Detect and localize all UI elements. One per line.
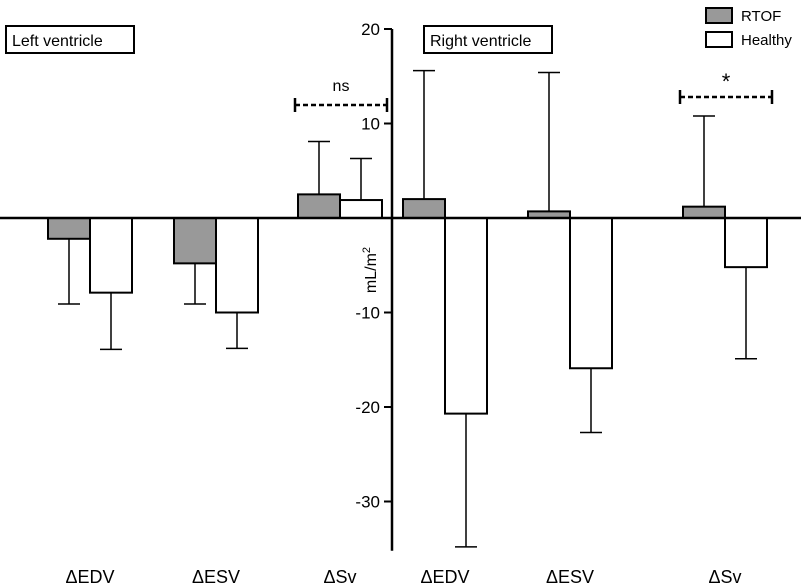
panel-label-right-text: Right ventricle <box>430 33 531 50</box>
y-tick-label-10: 10 <box>361 115 380 134</box>
bar-rtof-1 <box>173 217 217 265</box>
bar-rtof-0 <box>47 217 91 240</box>
category-label-1: ΔESV <box>192 567 240 586</box>
category-label-0: ΔEDV <box>65 567 114 586</box>
bar-healthy-5 <box>724 217 768 269</box>
legend: RTOF Healthy <box>705 7 792 49</box>
category-label-5: ΔSv <box>708 567 741 586</box>
panel-label-left: Left ventricle <box>5 25 135 54</box>
bar-rtof-5 <box>682 205 726 220</box>
legend-label-healthy: Healthy <box>741 32 792 49</box>
legend-swatch-healthy <box>705 31 733 48</box>
legend-swatch-rtof <box>705 7 733 24</box>
bar-healthy-4 <box>569 217 613 370</box>
y-axis-label-base: mL/m <box>363 253 380 293</box>
axes-layer: 20 10 -10 -20 -30 ΔEDV ΔESV ΔSv ΔEDV ΔESV ΔSv <box>0 20 801 586</box>
bar-healthy-1 <box>215 217 259 314</box>
sig-label-0: ns <box>333 78 350 95</box>
significance-layer: ns * <box>293 69 774 112</box>
bar-healthy-2 <box>339 199 383 219</box>
category-label-4: ΔESV <box>546 567 594 586</box>
bar-healthy-3 <box>444 217 488 415</box>
panel-label-left-text: Left ventricle <box>12 33 103 50</box>
bar-rtof-2 <box>297 193 341 219</box>
y-axis-label-superscript: 2 <box>361 247 373 253</box>
y-axis-label: mL/m2 <box>361 247 380 293</box>
y-tick-label-20: 20 <box>361 20 380 39</box>
y-tick-label--30: -30 <box>355 493 380 512</box>
category-label-3: ΔEDV <box>420 567 469 586</box>
y-tick-label--10: -10 <box>355 304 380 323</box>
bar-healthy-0 <box>89 217 133 294</box>
legend-label-rtof: RTOF <box>741 8 781 25</box>
bars-layer <box>47 69 768 548</box>
y-tick-label--20: -20 <box>355 398 380 417</box>
category-label-2: ΔSv <box>323 567 356 586</box>
bar-rtof-3 <box>402 198 446 220</box>
panel-label-right: Right ventricle <box>423 25 553 54</box>
sig-label-1: * <box>722 69 731 94</box>
